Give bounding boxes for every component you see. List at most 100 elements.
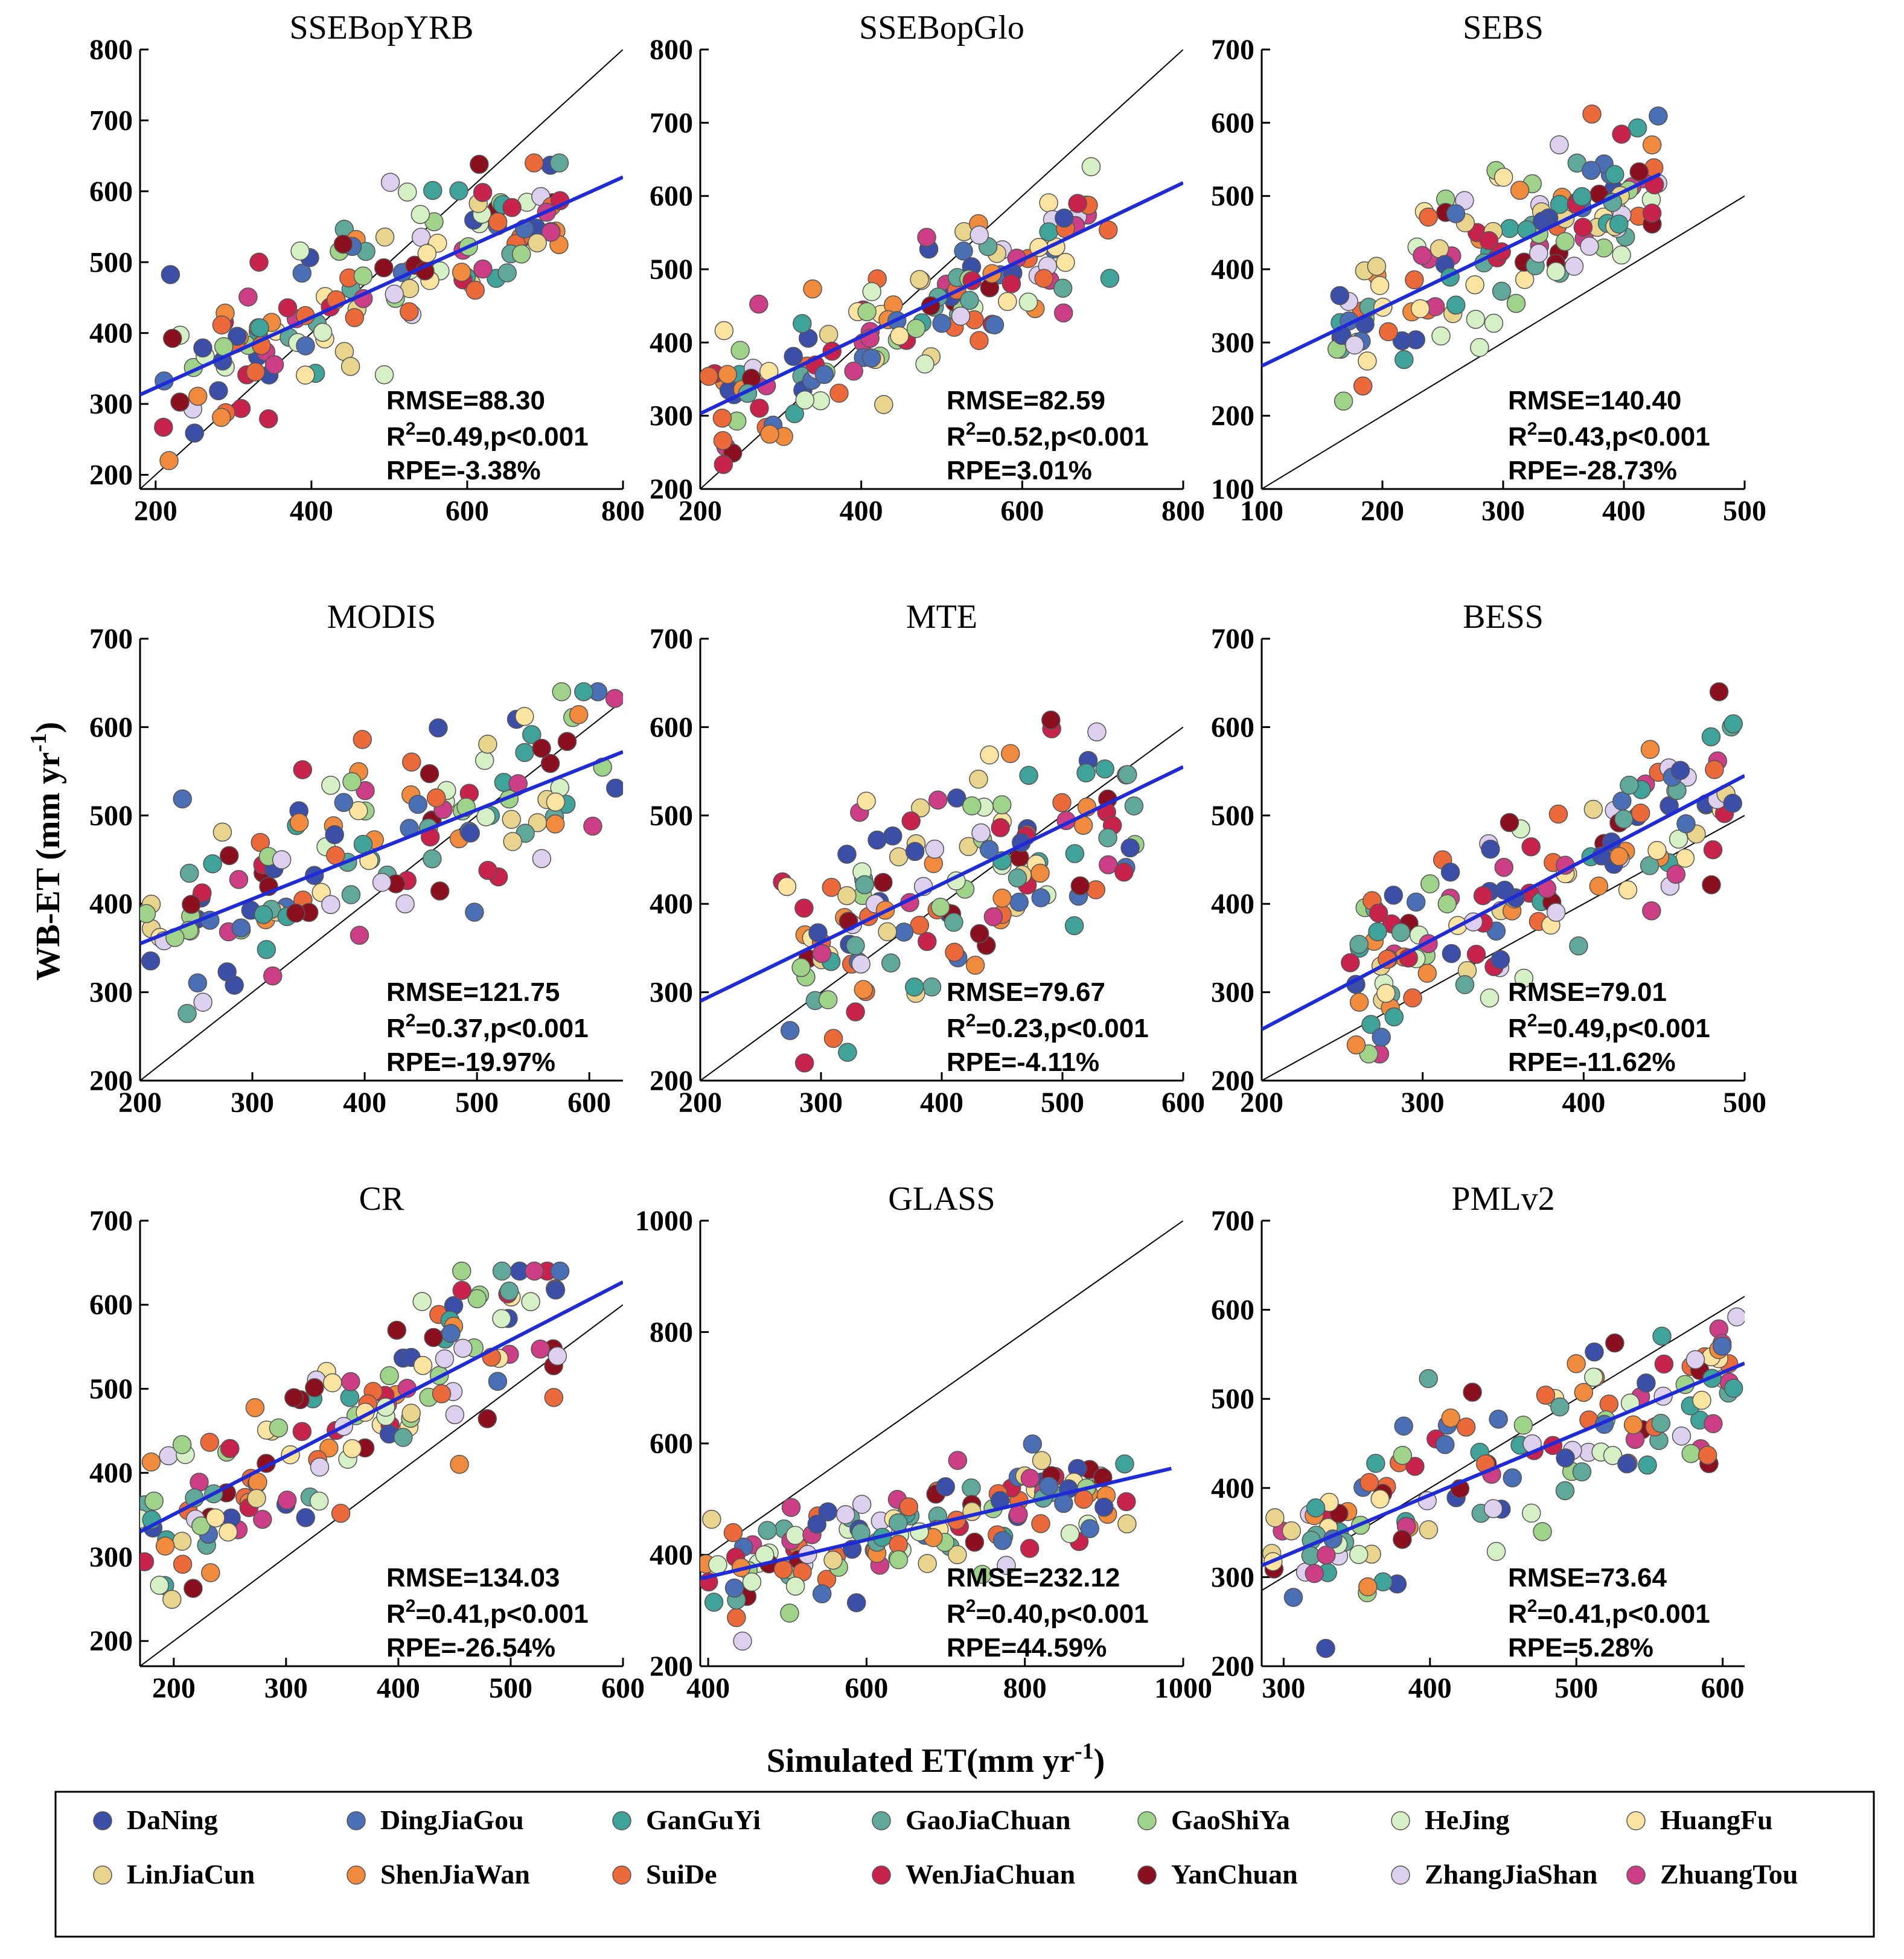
data-point [220, 846, 239, 866]
data-point [1585, 1342, 1604, 1362]
data-point [150, 1576, 169, 1595]
data-point [411, 205, 430, 224]
data-point [245, 1398, 265, 1417]
data-point [1031, 1514, 1050, 1533]
data-point [385, 284, 404, 304]
data-point [263, 966, 283, 986]
r2-label: R2=0.40,p<0.001 [947, 1596, 1149, 1629]
data-point [822, 878, 842, 897]
x-tick-label: 300 [231, 1087, 274, 1119]
data-point [1510, 181, 1530, 200]
data-point [985, 315, 1005, 334]
legend-entry: GanGuYi [612, 1804, 761, 1835]
data-point [341, 1372, 360, 1392]
data-point [708, 1555, 727, 1574]
rpe-label: RPE=44.59% [947, 1633, 1107, 1663]
data-point [874, 872, 893, 892]
data-point [1420, 874, 1440, 893]
regression-line [700, 181, 1183, 415]
data-point [488, 1372, 508, 1391]
x-tick-label: 300 [1262, 1672, 1305, 1704]
x-tick-label: 500 [489, 1672, 532, 1704]
data-point [855, 875, 874, 895]
data-point [1670, 761, 1690, 780]
data-point [1095, 759, 1114, 779]
legend-entry: DingJiaGou [347, 1804, 524, 1835]
y-tick-label: 300 [650, 400, 693, 432]
data-point [852, 1495, 872, 1514]
data-point [1056, 252, 1075, 272]
data-point [733, 1631, 752, 1651]
data-point [829, 383, 849, 403]
data-point [846, 1593, 866, 1612]
x-tick-label: 400 [840, 495, 883, 527]
data-point [286, 903, 305, 923]
data-point [402, 752, 421, 772]
data-point [546, 1280, 566, 1300]
data-point [531, 1339, 550, 1359]
data-point [432, 1384, 452, 1404]
panel-cr: CR 200 300 400 500 600 200 300 400 500 600 700 RMSE=… [89, 1180, 645, 1704]
data-point [200, 1433, 220, 1452]
y-tick-label: 200 [650, 1065, 693, 1097]
data-point [1582, 104, 1602, 124]
data-point [1115, 1454, 1134, 1474]
data-point [220, 1439, 240, 1459]
data-point [1305, 1564, 1324, 1583]
data-point [1370, 1489, 1390, 1509]
y-tick-label: 700 [1211, 623, 1254, 655]
data-point [1486, 1542, 1506, 1561]
data-point [1698, 1445, 1717, 1465]
data-point [862, 282, 882, 301]
data-point [918, 932, 937, 951]
legend: DaNing DingJiaGou GanGuYi GaoJiaChuan GaoShi… [54, 1791, 1875, 1938]
data-point [548, 1346, 567, 1366]
data-point [1346, 1035, 1366, 1055]
data-point [1584, 1367, 1603, 1387]
legend-entry: HeJing [1391, 1804, 1510, 1835]
data-point [1118, 765, 1137, 784]
data-point [1358, 1577, 1378, 1597]
y-tick-label: 400 [89, 1457, 133, 1489]
data-point [321, 895, 340, 915]
panel-ssebopglo: SSEBopGlo 200 400 600 800 200 300 400 500 600 700 8… [650, 9, 1205, 527]
data-point [713, 431, 733, 450]
data-point [545, 814, 565, 834]
data-point [323, 1373, 342, 1393]
data-point [1009, 892, 1029, 912]
data-point [1654, 1354, 1674, 1374]
data-point [249, 252, 269, 272]
data-point [1099, 220, 1118, 240]
y-tick-label: 200 [1211, 1651, 1254, 1683]
data-point [1393, 1530, 1412, 1549]
legend-label: HeJing [1425, 1804, 1510, 1835]
legend-marker [612, 1865, 631, 1885]
legend-marker [347, 1811, 366, 1830]
data-point [861, 348, 881, 368]
rmse-label: RMSE=82.59 [947, 386, 1105, 415]
data-point [969, 769, 988, 789]
data-point [1463, 1382, 1482, 1402]
data-point [1392, 331, 1412, 351]
data-point [780, 1021, 800, 1040]
data-point [1030, 863, 1050, 883]
data-point [899, 1497, 919, 1516]
data-point [1039, 222, 1058, 241]
data-point [305, 1378, 324, 1398]
data-point [1120, 838, 1140, 858]
y-axis-label: WB-ET (mm yr-1) [26, 722, 67, 981]
data-point [962, 796, 982, 816]
data-point [502, 810, 522, 829]
data-point [353, 730, 372, 749]
data-point [1603, 1446, 1623, 1465]
data-point [420, 764, 439, 784]
data-point [971, 823, 991, 843]
one-to-one-line [1262, 195, 1745, 489]
data-point [1605, 1333, 1624, 1353]
data-point [1391, 922, 1411, 942]
x-tick-label: 400 [1408, 1672, 1452, 1704]
data-point [1492, 281, 1512, 301]
data-point [784, 347, 803, 366]
data-point [1008, 868, 1027, 887]
data-point [901, 811, 921, 831]
